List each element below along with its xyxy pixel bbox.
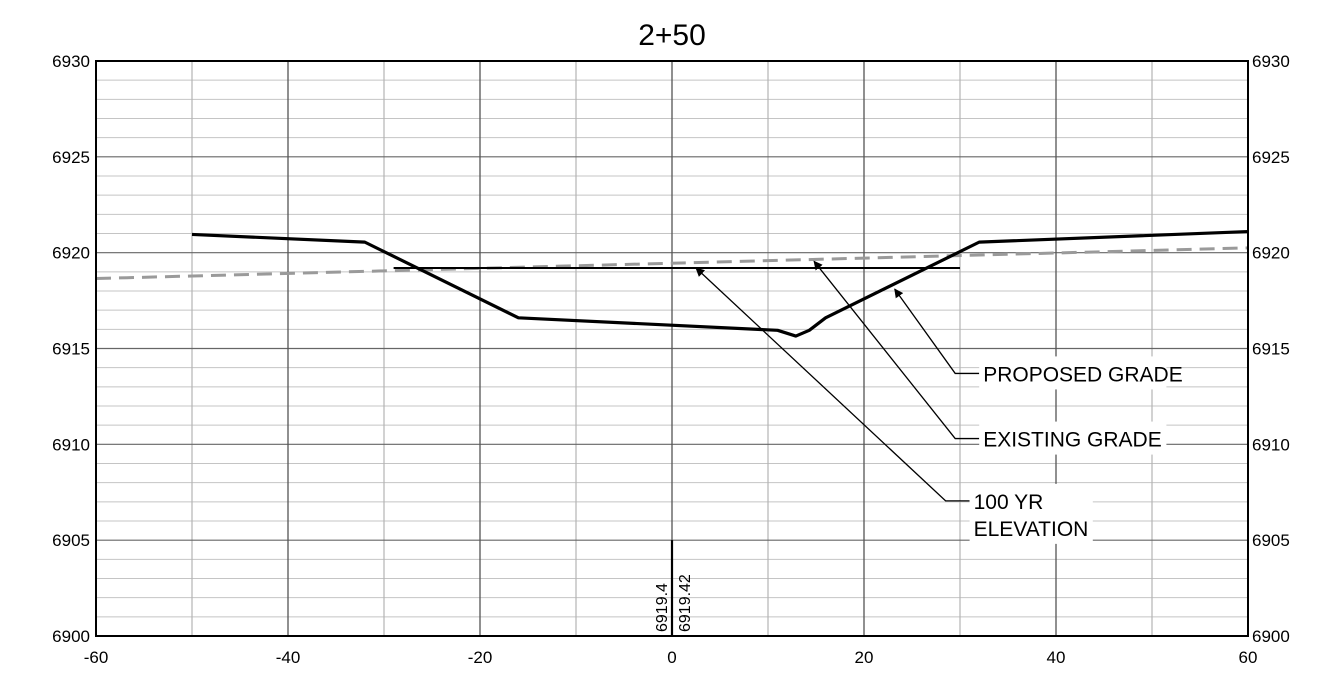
y-tick-label-left: 6925 xyxy=(52,148,90,167)
x-tick-label: 0 xyxy=(667,648,676,667)
callout-leader-100-yr-elevation xyxy=(695,267,970,502)
y-tick-label-right: 6910 xyxy=(1252,435,1290,454)
plot-frame xyxy=(95,60,1249,637)
x-tick-label: -20 xyxy=(468,648,493,667)
x-tick-label: 40 xyxy=(1047,648,1066,667)
tick-labels: -60 -40 -20 0 20 40 60 6900 6900 6905 6905 6910 6910… xyxy=(52,52,1290,667)
y-tick-label-left: 6930 xyxy=(52,52,90,71)
callout-label-bg xyxy=(969,483,1093,544)
callout-label-bg xyxy=(979,356,1167,390)
y-tick-label-left: 6910 xyxy=(52,435,90,454)
y-tick-label-left: 6915 xyxy=(52,340,90,359)
callout-leader-proposed-grade xyxy=(894,288,980,375)
series-layer xyxy=(95,229,1249,338)
x-tick-label: 60 xyxy=(1239,648,1258,667)
series-existing-grade-line xyxy=(95,246,1249,281)
y-tick-label-right: 6930 xyxy=(1252,52,1290,71)
x-tick-label: -60 xyxy=(84,648,109,667)
callout-label: 100 YR xyxy=(974,491,1044,514)
series-proposed-grade-line xyxy=(191,229,1249,338)
y-tick-label-right: 6920 xyxy=(1252,244,1290,263)
y-tick-label-right: 6925 xyxy=(1252,148,1290,167)
y-tick-label-left: 6920 xyxy=(52,244,90,263)
x-tick-label: -40 xyxy=(276,648,301,667)
callout-leader-existing-grade xyxy=(813,260,980,440)
y-tick-label-right: 6900 xyxy=(1252,627,1290,646)
callout-label-bg xyxy=(979,421,1167,455)
callout-label: EXISTING GRADE xyxy=(983,429,1162,452)
y-tick-label-right: 6915 xyxy=(1252,340,1290,359)
callout-label: PROPOSED GRADE xyxy=(983,363,1183,386)
station-label-right: 6919.42 xyxy=(677,574,694,632)
station-label-left: 6919.4 xyxy=(654,583,671,632)
y-tick-label-left: 6900 xyxy=(52,627,90,646)
y-tick-label-right: 6905 xyxy=(1252,531,1290,550)
y-tick-label-left: 6905 xyxy=(52,531,90,550)
x-tick-label: 20 xyxy=(855,648,874,667)
annotation-layer: PROPOSED GRADE EXISTING GRADE 100 YR ELEVAT… xyxy=(654,260,1183,636)
callout-label: ELEVATION xyxy=(974,518,1089,541)
chart-title: 2+50 xyxy=(638,19,706,52)
